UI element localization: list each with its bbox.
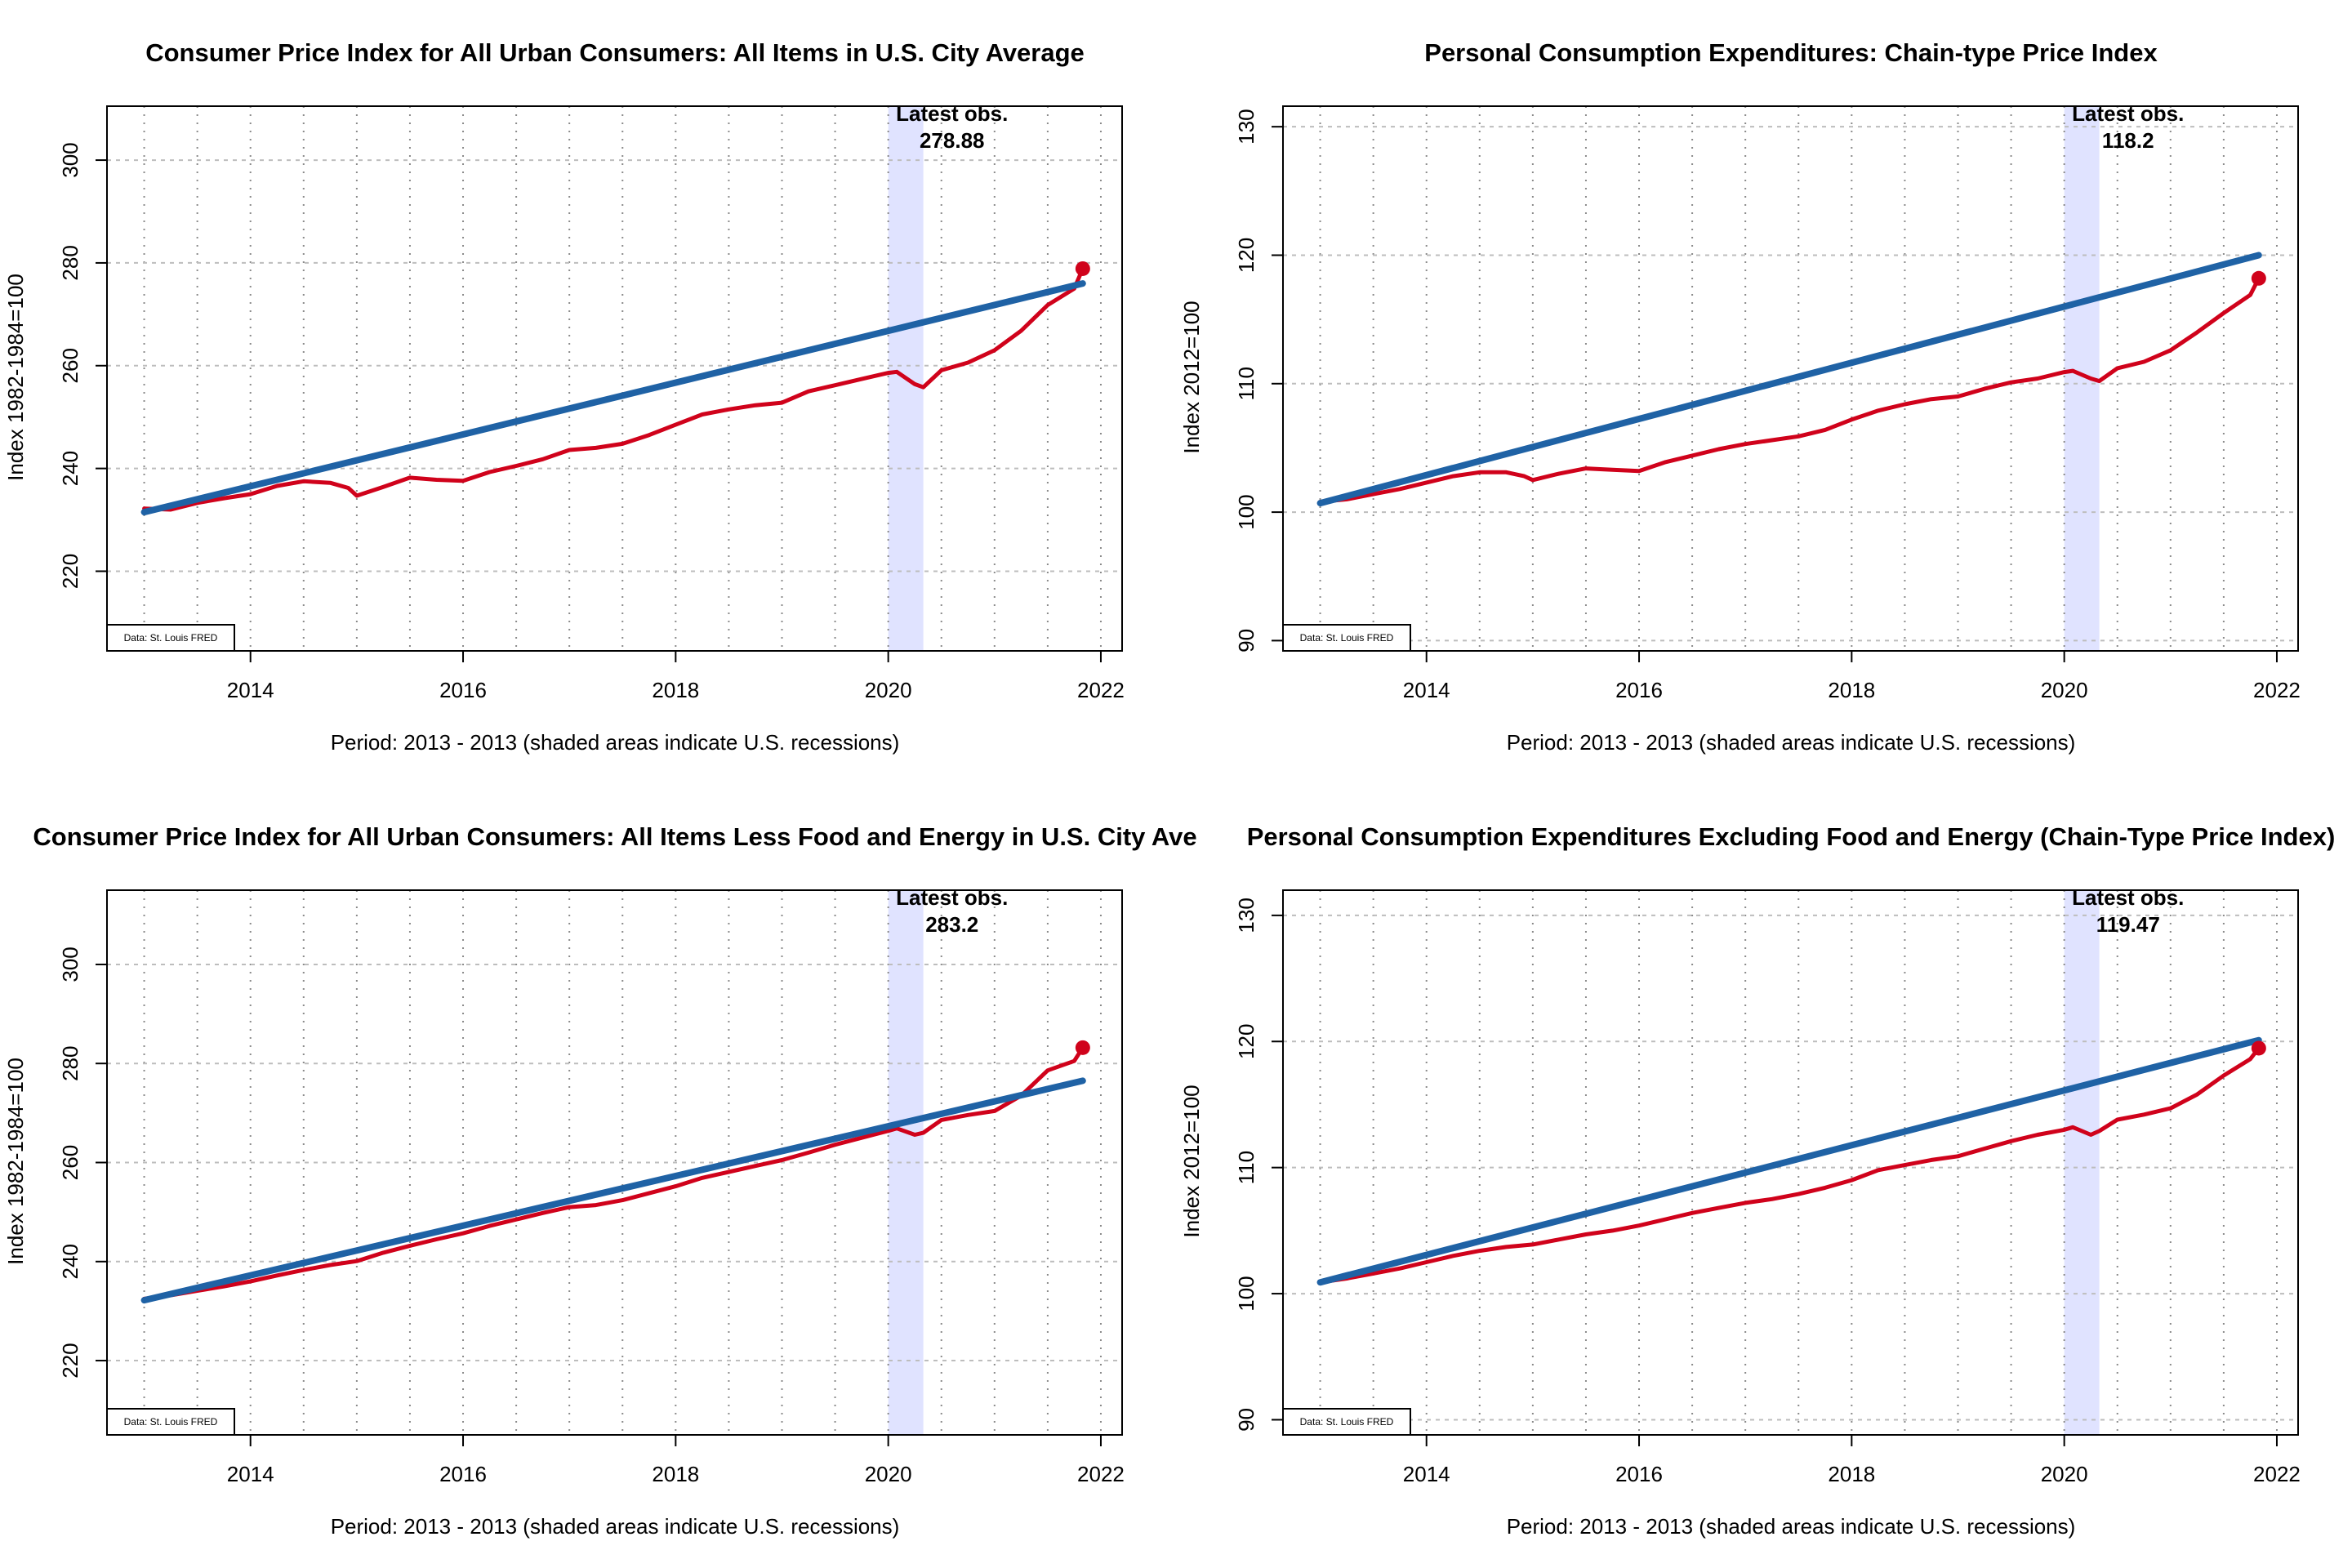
x-tick-label: 2020: [2041, 678, 2088, 702]
y-axis-label: Index 1982-1984=100: [3, 274, 28, 481]
y-tick-label: 100: [1234, 1276, 1258, 1311]
source-label: Data: St. Louis FRED: [1300, 1416, 1394, 1428]
chart-title: Personal Consumption Expenditures Exclud…: [1247, 822, 2336, 851]
y-tick-label: 90: [1234, 1408, 1258, 1432]
chart-panel: Personal Consumption Expenditures Exclud…: [1179, 822, 2335, 1539]
trend-line: [140, 1077, 1086, 1304]
chart-title: Consumer Price Index for All Urban Consu…: [33, 822, 1196, 851]
latest-obs-label: Latest obs.: [2072, 101, 2184, 126]
latest-obs-value: 278.88: [920, 128, 985, 153]
y-tick-label: 110: [1234, 367, 1258, 400]
actual-series-line: [142, 266, 1085, 512]
x-axis-label: Period: 2013 - 2013 (shaded areas indica…: [331, 730, 900, 755]
x-tick-label: 2016: [439, 1462, 487, 1486]
x-tick-label: 2016: [1615, 678, 1663, 702]
x-tick-label: 2014: [227, 678, 274, 702]
y-axis-label: Index 1982-1984=100: [3, 1058, 28, 1265]
plot-frame: [106, 105, 1123, 652]
source-box: [1282, 624, 1411, 652]
x-tick-label: 2022: [1077, 1462, 1125, 1486]
trend-line: [1316, 252, 2262, 507]
y-tick-label: 130: [1234, 898, 1258, 933]
x-tick-label: 2020: [865, 1462, 912, 1486]
y-tick-label: 260: [58, 348, 82, 383]
x-tick-label: 2018: [1828, 1462, 1875, 1486]
chart-title: Consumer Price Index for All Urban Consu…: [145, 38, 1085, 67]
x-axis-label: Period: 2013 - 2013 (shaded areas indica…: [1507, 1514, 2076, 1539]
x-tick-label: 2022: [1077, 678, 1125, 702]
latest-obs-label: Latest obs.: [896, 885, 1008, 910]
trend-line: [1316, 1036, 2262, 1286]
x-tick-label: 2020: [865, 678, 912, 702]
x-tick-label: 2014: [1403, 1462, 1450, 1486]
y-axis-label: Index 2012=100: [1179, 301, 1204, 453]
x-tick-label: 2014: [227, 1462, 274, 1486]
latest-obs-label: Latest obs.: [896, 101, 1008, 126]
y-tick-label: 100: [1234, 494, 1258, 529]
x-tick-label: 2022: [2253, 678, 2301, 702]
source-box: [106, 624, 235, 652]
chart-panel: Consumer Price Index for All Urban Consu…: [3, 38, 1125, 755]
latest-point: [1075, 1040, 1090, 1055]
y-tick-label: 120: [1234, 1024, 1258, 1059]
x-tick-label: 2018: [652, 678, 699, 702]
y-tick-label: 300: [58, 947, 82, 982]
y-tick-label: 300: [58, 142, 82, 177]
plot-frame: [1282, 105, 2299, 652]
x-tick-label: 2022: [2253, 1462, 2301, 1486]
y-tick-label: 120: [1234, 238, 1258, 273]
x-tick-label: 2016: [1615, 1462, 1663, 1486]
y-tick-label: 240: [58, 1244, 82, 1279]
chart-panel: Personal Consumption Expenditures: Chain…: [1179, 38, 2301, 755]
x-axis-label: Period: 2013 - 2013 (shaded areas indica…: [1507, 730, 2076, 755]
y-tick-label: 90: [1234, 629, 1258, 653]
latest-obs-label: Latest obs.: [2072, 885, 2184, 910]
y-tick-label: 220: [58, 1343, 82, 1378]
chart-panel: Consumer Price Index for All Urban Consu…: [3, 822, 1197, 1539]
source-label: Data: St. Louis FRED: [1300, 632, 1394, 644]
y-tick-label: 220: [58, 554, 82, 589]
y-tick-label: 260: [58, 1145, 82, 1180]
latest-point: [2251, 1040, 2266, 1056]
x-tick-label: 2016: [439, 678, 487, 702]
y-tick-label: 240: [58, 451, 82, 486]
latest-obs-value: 118.2: [2102, 128, 2154, 153]
source-box: [106, 1408, 235, 1436]
actual-series-line: [1318, 1046, 2261, 1285]
latest-point: [2251, 270, 2266, 286]
y-tick-label: 280: [58, 1046, 82, 1081]
latest-point: [1075, 261, 1090, 276]
x-tick-label: 2018: [652, 1462, 699, 1486]
x-axis-label: Period: 2013 - 2013 (shaded areas indica…: [331, 1514, 900, 1539]
y-tick-label: 130: [1234, 109, 1258, 144]
trend-line: [140, 280, 1086, 516]
y-axis-label: Index 2012=100: [1179, 1085, 1204, 1237]
recession-band: [2064, 890, 2100, 1435]
latest-obs-value: 283.2: [925, 912, 978, 937]
y-tick-label: 110: [1234, 1151, 1258, 1184]
source-label: Data: St. Louis FRED: [124, 632, 218, 644]
actual-series-line: [1318, 276, 2261, 504]
chart-title: Personal Consumption Expenditures: Chain…: [1424, 38, 2158, 67]
x-tick-label: 2014: [1403, 678, 1450, 702]
source-label: Data: St. Louis FRED: [124, 1416, 218, 1428]
source-box: [1282, 1408, 1411, 1436]
latest-obs-value: 119.47: [2096, 912, 2160, 937]
plot-frame: [1282, 889, 2299, 1436]
x-tick-label: 2018: [1828, 678, 1875, 702]
actual-series-line: [142, 1045, 1085, 1301]
y-tick-label: 280: [58, 245, 82, 280]
x-tick-label: 2020: [2041, 1462, 2088, 1486]
